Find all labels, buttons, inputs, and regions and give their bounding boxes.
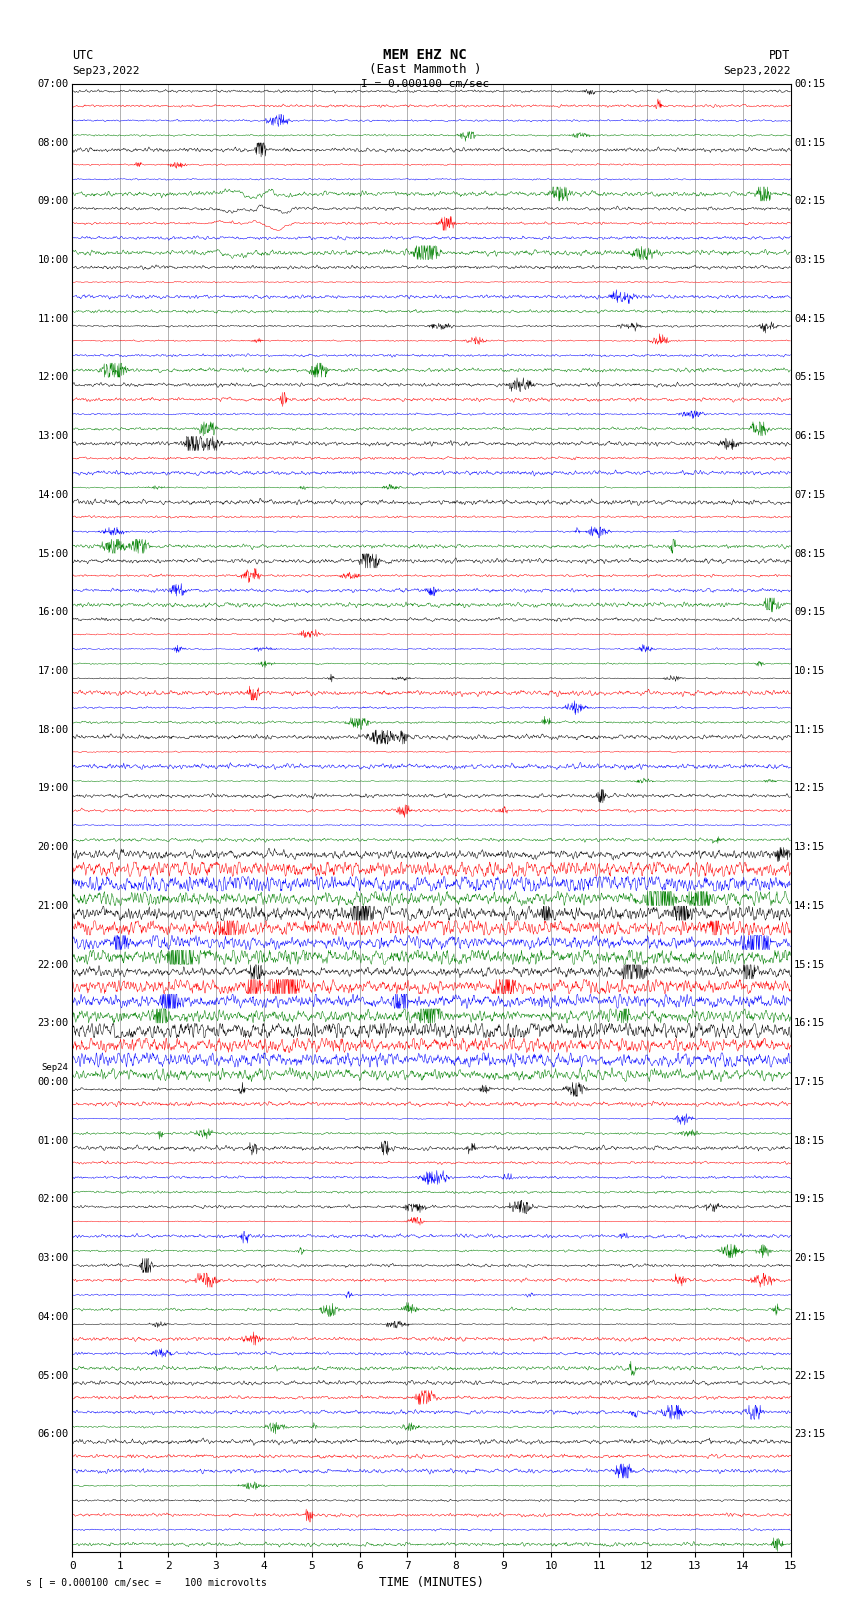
Text: (East Mammoth ): (East Mammoth ) (369, 63, 481, 76)
Text: UTC: UTC (72, 48, 94, 63)
Text: 01:00: 01:00 (37, 1136, 69, 1145)
Text: 20:15: 20:15 (794, 1253, 825, 1263)
Text: 10:00: 10:00 (37, 255, 69, 265)
Text: 19:00: 19:00 (37, 784, 69, 794)
Text: Sep23,2022: Sep23,2022 (723, 66, 791, 76)
Text: 15:00: 15:00 (37, 548, 69, 558)
Text: 04:00: 04:00 (37, 1311, 69, 1321)
Text: 16:15: 16:15 (794, 1018, 825, 1027)
Text: 23:00: 23:00 (37, 1018, 69, 1027)
Text: 13:15: 13:15 (794, 842, 825, 852)
Text: 07:00: 07:00 (37, 79, 69, 89)
Text: 09:00: 09:00 (37, 197, 69, 206)
Text: 05:15: 05:15 (794, 373, 825, 382)
Text: 02:00: 02:00 (37, 1195, 69, 1205)
Text: 12:00: 12:00 (37, 373, 69, 382)
Text: 01:15: 01:15 (794, 137, 825, 147)
Text: 07:15: 07:15 (794, 490, 825, 500)
Text: 14:00: 14:00 (37, 490, 69, 500)
Text: 06:00: 06:00 (37, 1429, 69, 1439)
Text: 09:15: 09:15 (794, 608, 825, 618)
Text: 20:00: 20:00 (37, 842, 69, 852)
Text: 08:15: 08:15 (794, 548, 825, 558)
Text: 18:15: 18:15 (794, 1136, 825, 1145)
Text: 12:15: 12:15 (794, 784, 825, 794)
Text: 00:00: 00:00 (37, 1077, 69, 1087)
Text: 06:15: 06:15 (794, 431, 825, 440)
Text: 16:00: 16:00 (37, 608, 69, 618)
Text: MEM EHZ NC: MEM EHZ NC (383, 48, 467, 63)
Text: 22:15: 22:15 (794, 1371, 825, 1381)
Text: 17:00: 17:00 (37, 666, 69, 676)
Text: 21:15: 21:15 (794, 1311, 825, 1321)
Text: I = 0.000100 cm/sec: I = 0.000100 cm/sec (361, 79, 489, 89)
Text: 11:00: 11:00 (37, 315, 69, 324)
Text: 02:15: 02:15 (794, 197, 825, 206)
Text: 17:15: 17:15 (794, 1077, 825, 1087)
Text: 00:15: 00:15 (794, 79, 825, 89)
Text: s [ = 0.000100 cm/sec =    100 microvolts: s [ = 0.000100 cm/sec = 100 microvolts (26, 1578, 266, 1587)
Text: 18:00: 18:00 (37, 724, 69, 734)
Text: 03:00: 03:00 (37, 1253, 69, 1263)
Text: 10:15: 10:15 (794, 666, 825, 676)
Text: 05:00: 05:00 (37, 1371, 69, 1381)
Text: 19:15: 19:15 (794, 1195, 825, 1205)
Text: 23:15: 23:15 (794, 1429, 825, 1439)
Text: 11:15: 11:15 (794, 724, 825, 734)
Text: Sep23,2022: Sep23,2022 (72, 66, 139, 76)
Text: 08:00: 08:00 (37, 137, 69, 147)
X-axis label: TIME (MINUTES): TIME (MINUTES) (379, 1576, 484, 1589)
Text: 03:15: 03:15 (794, 255, 825, 265)
Text: 14:15: 14:15 (794, 902, 825, 911)
Text: 15:15: 15:15 (794, 960, 825, 969)
Text: Sep24: Sep24 (42, 1063, 69, 1071)
Text: 21:00: 21:00 (37, 902, 69, 911)
Text: 04:15: 04:15 (794, 315, 825, 324)
Text: PDT: PDT (769, 48, 790, 63)
Text: 22:00: 22:00 (37, 960, 69, 969)
Text: 13:00: 13:00 (37, 431, 69, 440)
